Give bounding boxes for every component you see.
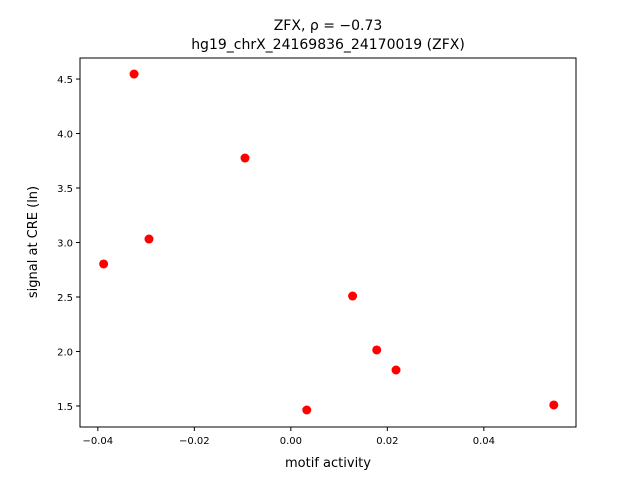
point: [302, 405, 312, 415]
point: [144, 234, 154, 244]
y-tick-label: 3.5: [57, 184, 73, 195]
y-axis-label: signal at CRE (ln): [26, 186, 41, 298]
point: [549, 400, 559, 410]
plot-frame: [79, 57, 577, 428]
point: [391, 365, 401, 375]
y-tick-label: 4.5: [57, 75, 73, 86]
x-tick-label: −0.04: [83, 436, 114, 447]
point: [240, 153, 250, 163]
chart-subtitle: hg19_chrX_24169836_24170019 (ZFX): [191, 37, 465, 53]
y-tick-label: 2.0: [57, 347, 73, 358]
x-tick-label: −0.02: [179, 436, 210, 447]
y-tick-label: 4.0: [57, 130, 73, 141]
x-axis-label: motif activity: [285, 456, 371, 471]
x-tick-label: 0.00: [280, 436, 302, 447]
point: [99, 259, 109, 269]
point: [348, 291, 358, 301]
y-tick-label: 3.0: [57, 239, 73, 250]
point: [129, 69, 139, 79]
x-tick-label: 0.04: [473, 436, 495, 447]
y-tick-label: 2.5: [57, 293, 73, 304]
y-tick-label: 1.5: [57, 402, 73, 413]
point: [372, 345, 382, 355]
x-tick-label: 0.02: [376, 436, 398, 447]
chart-title: ZFX, ρ = −0.73: [274, 18, 383, 34]
